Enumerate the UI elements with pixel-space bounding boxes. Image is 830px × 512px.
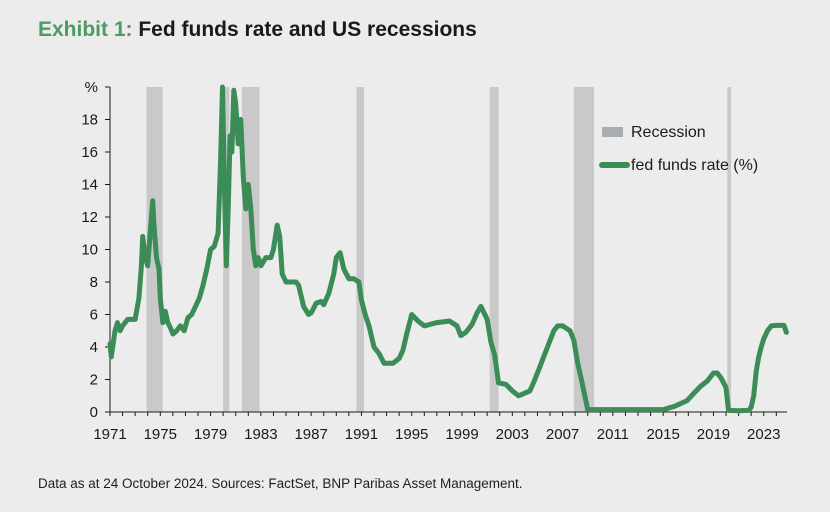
- recession-band-5: [489, 87, 499, 412]
- recession-band-7: [727, 87, 732, 412]
- y-tick-label: 10: [81, 242, 98, 259]
- y-tick-label: 0: [90, 404, 98, 421]
- x-tick-label: 1999: [445, 426, 478, 443]
- chart-title: Fed funds rate and US recessions: [138, 18, 477, 41]
- y-tick-label: 6: [90, 307, 98, 324]
- series-layer: [107, 84, 789, 414]
- x-tick-label: 2015: [646, 426, 679, 443]
- x-tick-label: 1987: [294, 426, 327, 443]
- x-tick-label: 2003: [496, 426, 529, 443]
- x-tick-label: 1995: [395, 426, 428, 443]
- x-tick-label: 1975: [144, 426, 177, 443]
- x-tick-label: 2019: [697, 426, 730, 443]
- legend-recession-swatch: [602, 127, 623, 137]
- chart-legend: Recession fed funds rate (%): [599, 124, 758, 174]
- exhibit-label: Exhibit 1:: [38, 18, 133, 41]
- footnote: Data as at 24 October 2024. Sources: Fac…: [38, 476, 523, 491]
- recession-band-4: [356, 87, 364, 412]
- y-tick-label: 2: [90, 372, 98, 389]
- y-axis-unit-label: %: [85, 79, 98, 96]
- series-line-1: [107, 84, 789, 414]
- x-tick-label: 2011: [597, 426, 629, 443]
- y-tick-label: 16: [81, 144, 98, 161]
- x-tick-label: 1991: [345, 426, 378, 443]
- y-tick-label: 18: [81, 112, 98, 129]
- x-tick-label: 1971: [93, 426, 126, 443]
- legend-line-label: fed funds rate (%): [631, 157, 758, 174]
- x-tick-label: 2023: [747, 426, 780, 443]
- y-tick-label: 4: [90, 339, 98, 356]
- recession-band-6: [573, 87, 595, 412]
- y-tick-label: 8: [90, 274, 98, 291]
- y-tick-label: 14: [81, 177, 98, 194]
- x-tick-label: 1979: [194, 426, 227, 443]
- page-title: Exhibit 1: Fed funds rate and US recessi…: [38, 18, 477, 42]
- legend-recession-label: Recession: [631, 124, 706, 141]
- chart-axes: 0 2 4 6 8 10 12 14 16 18% 1971 1975 1979 1983 1987 1991…: [81, 79, 787, 443]
- x-tick-label: 1983: [244, 426, 277, 443]
- y-tick-label: 12: [81, 209, 98, 226]
- fed-funds-chart: 0 2 4 6 8 10 12 14 16 18% 1971 1975 1979 1983 1987 1991…: [81, 79, 789, 443]
- x-tick-label: 2007: [546, 426, 579, 443]
